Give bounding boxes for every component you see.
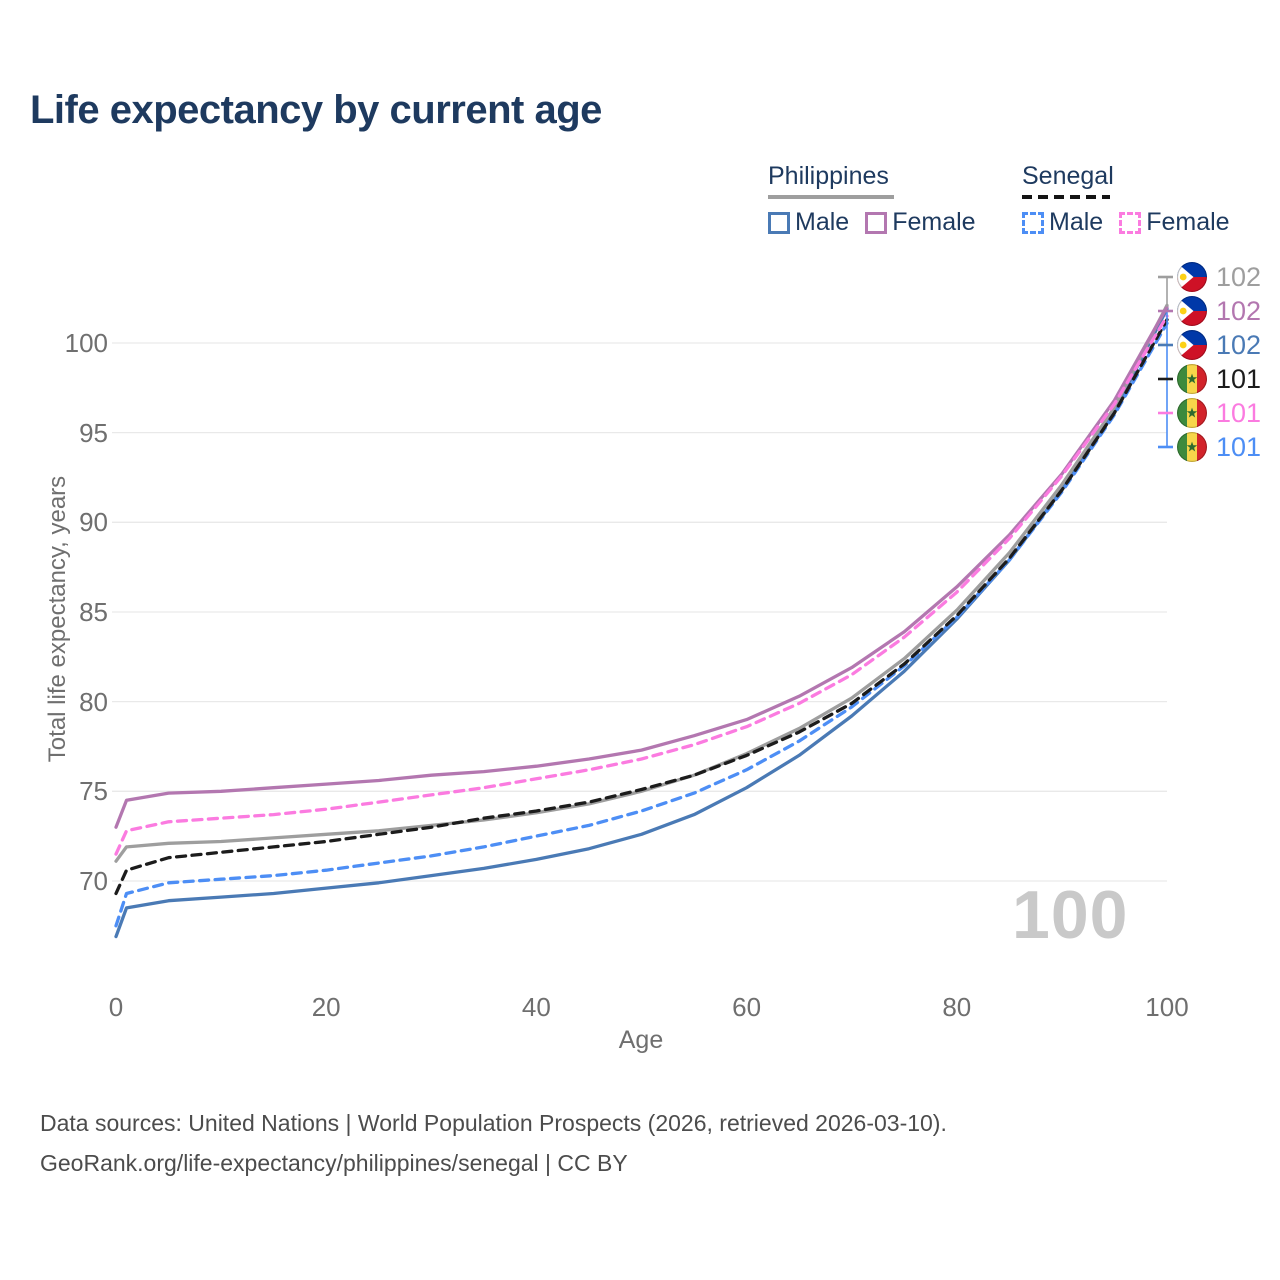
series-line-ph_both[interactable] [114, 303, 1169, 863]
y-tick-label: 75 [79, 776, 108, 807]
y-tick-label: 100 [64, 327, 108, 358]
series-end-value: 101 [1216, 364, 1262, 394]
legend-header-philippines[interactable]: Philippines [768, 162, 889, 190]
philippines-flag-icon [1177, 330, 1207, 360]
legend-header-senegal[interactable]: Senegal [1022, 162, 1114, 190]
x-tick-label: 80 [942, 992, 972, 1022]
page-title: Life expectancy by current age [30, 88, 602, 132]
philippines-male-swatch-icon [768, 211, 790, 234]
data-lines [114, 303, 1169, 939]
x-tick-label: 100 [1145, 992, 1189, 1022]
x-tick-label: 20 [311, 992, 341, 1022]
y-tick-label: 85 [79, 596, 108, 627]
legend-item-label: Male [1049, 208, 1104, 236]
hovered-age-watermark: 100 [1012, 877, 1129, 953]
senegal-flag-icon [1177, 432, 1207, 462]
legend-underline-philippines [768, 195, 894, 199]
series-end-label-row[interactable]: 102 [1177, 330, 1261, 360]
senegal-male-swatch-icon [1022, 211, 1044, 234]
philippines-female-swatch-icon [865, 211, 888, 234]
legend-underline-senegal [1022, 195, 1110, 199]
attribution-note: GeoRank.org/life-expectancy/philippines/… [40, 1150, 628, 1176]
legend-item-label: Female [892, 208, 976, 236]
legend-item-senegal-male[interactable]: Male [1022, 208, 1103, 237]
legend-item-senegal-female[interactable]: Female [1119, 208, 1230, 237]
senegal-flag-icon [1177, 364, 1207, 394]
y-tick-label: 80 [79, 686, 108, 717]
series-end-value: 102 [1216, 296, 1262, 326]
x-tick-label: 0 [108, 992, 124, 1022]
y-tick-label: 95 [79, 417, 108, 448]
x-axis-title: Age [618, 1026, 664, 1054]
series-line-ph_female[interactable] [114, 305, 1169, 829]
series-end-label-row[interactable]: 101 [1177, 398, 1261, 428]
series-line-sn_both[interactable] [114, 318, 1169, 896]
series-end-label-row[interactable]: 101 [1177, 364, 1261, 394]
legend-item-philippines-female[interactable]: Female [865, 208, 976, 237]
y-axis-title: Total life expectancy, years [44, 475, 71, 763]
data-sources-note: Data sources: United Nations | World Pop… [40, 1110, 947, 1136]
legend-group-philippines: Philippines Male Female [768, 162, 976, 237]
legend-item-label: Male [795, 208, 850, 236]
philippines-flag-icon [1177, 262, 1207, 292]
senegal-female-swatch-icon [1119, 211, 1142, 234]
series-end-label-row[interactable]: 102 [1177, 262, 1261, 292]
end-label-leader-lines [1158, 275, 1173, 449]
y-tick-label: 90 [79, 507, 108, 538]
x-tick-label: 60 [732, 992, 762, 1022]
series-line-sn_female[interactable] [114, 314, 1169, 856]
series-end-value: 102 [1216, 262, 1262, 292]
series-end-value: 101 [1216, 432, 1262, 462]
series-end-value: 102 [1216, 330, 1262, 360]
legend-item-label: Female [1146, 208, 1230, 236]
series-end-label-row[interactable]: 101 [1177, 432, 1261, 462]
x-tick-label: 40 [521, 992, 551, 1022]
legend-group-senegal: Senegal Male Female [1022, 162, 1230, 237]
senegal-flag-icon [1177, 398, 1207, 428]
legend-item-philippines-male[interactable]: Male [768, 208, 849, 237]
series-end-label-row[interactable]: 102 [1177, 296, 1261, 326]
series-line-ph_male[interactable] [114, 307, 1169, 939]
y-tick-label: 70 [79, 865, 108, 896]
gridlines [112, 342, 1167, 882]
series-end-value: 101 [1216, 398, 1262, 428]
philippines-flag-icon [1177, 296, 1207, 326]
